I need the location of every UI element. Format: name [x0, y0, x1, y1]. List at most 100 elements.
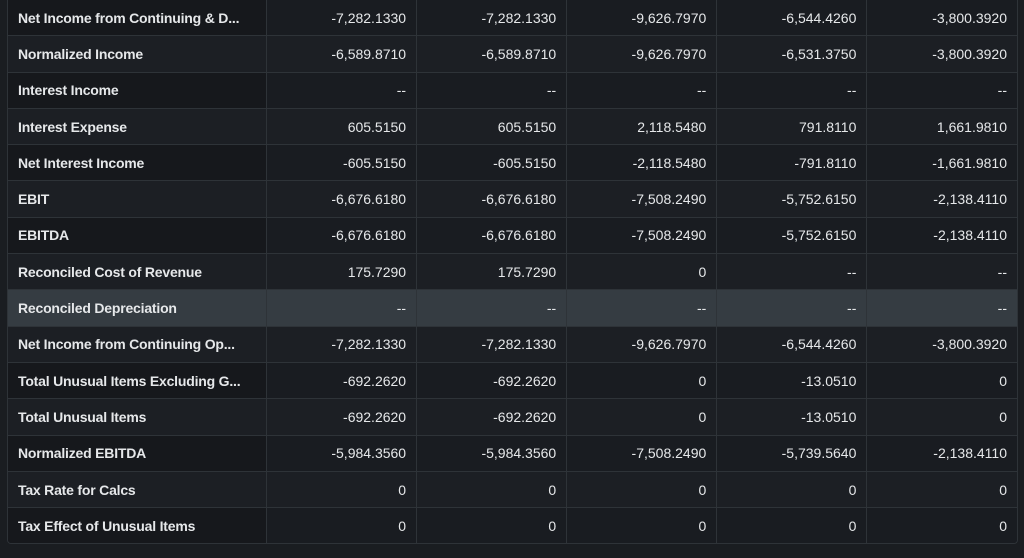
row-label: EBITDA: [8, 217, 267, 255]
value-cell: --: [866, 72, 1017, 109]
row-label: Net Income from Continuing & D...: [8, 0, 267, 37]
value-cell: -6,544.4260: [716, 326, 868, 363]
value-cell: --: [266, 289, 418, 327]
value-cell: -6,589.8710: [416, 35, 568, 73]
table-row[interactable]: Interest Expense 605.5150 605.5150 2,118.54…: [8, 108, 1017, 146]
row-label: Total Unusual Items: [8, 398, 267, 436]
row-label: Normalized EBITDA: [8, 435, 267, 472]
value-cell: 791.8110: [716, 108, 868, 146]
row-label: Net Interest Income: [8, 144, 267, 182]
value-cell: -3,800.3920: [866, 326, 1017, 363]
value-cell: 175.7290: [266, 253, 418, 291]
value-cell: -2,138.4110: [866, 217, 1017, 255]
row-label: Total Unusual Items Excluding G...: [8, 362, 267, 400]
value-cell: -6,531.3750: [716, 35, 868, 73]
value-cell: -2,138.4110: [866, 435, 1017, 472]
table-row[interactable]: Tax Effect of Unusual Items 0 0 0 0 0: [8, 507, 1017, 544]
value-cell: --: [716, 253, 868, 291]
value-cell: 0: [866, 507, 1017, 544]
value-cell: -1,661.9810: [866, 144, 1017, 182]
value-cell: --: [416, 72, 568, 109]
value-cell: --: [566, 289, 718, 327]
value-cell: -9,626.7970: [566, 326, 718, 363]
value-cell: -13.0510: [716, 398, 868, 436]
value-cell: -9,626.7970: [566, 0, 718, 37]
value-cell: -6,589.8710: [266, 35, 418, 73]
value-cell: --: [716, 289, 868, 327]
row-label: Tax Effect of Unusual Items: [8, 507, 267, 544]
value-cell: -6,676.6180: [266, 217, 418, 255]
row-label: Tax Rate for Calcs: [8, 471, 267, 509]
value-cell: 0: [716, 507, 868, 544]
value-cell: -3,800.3920: [866, 35, 1017, 73]
table-row[interactable]: Interest Income -- -- -- -- --: [8, 72, 1017, 109]
value-cell: --: [716, 72, 868, 109]
value-cell: -791.8110: [716, 144, 868, 182]
row-label: Interest Expense: [8, 108, 267, 146]
value-cell: -7,508.2490: [566, 217, 718, 255]
table-row[interactable]: Reconciled Cost of Revenue 175.7290 175.72…: [8, 253, 1017, 291]
value-cell: 2,118.5480: [566, 108, 718, 146]
value-cell: -5,739.5640: [716, 435, 868, 472]
row-label: Interest Income: [8, 72, 267, 109]
table-row[interactable]: Total Unusual Items Excluding G... -692.2…: [8, 362, 1017, 400]
value-cell: 0: [866, 471, 1017, 509]
value-cell: -7,282.1330: [266, 326, 418, 363]
value-cell: 0: [416, 507, 568, 544]
value-cell: 0: [866, 398, 1017, 436]
value-cell: 0: [416, 471, 568, 509]
value-cell: --: [866, 289, 1017, 327]
value-cell: -7,282.1330: [416, 0, 568, 37]
value-cell: -7,508.2490: [566, 180, 718, 218]
value-cell: -7,282.1330: [266, 0, 418, 37]
value-cell: 0: [266, 507, 418, 544]
table-row[interactable]: Tax Rate for Calcs 0 0 0 0 0: [8, 471, 1017, 509]
value-cell: --: [266, 72, 418, 109]
value-cell: --: [416, 289, 568, 327]
value-cell: -5,752.6150: [716, 217, 868, 255]
table-row[interactable]: Net Income from Continuing & D... -7,282.…: [8, 0, 1017, 37]
table-row[interactable]: EBITDA -6,676.6180 -6,676.6180 -7,508.2490-…: [8, 217, 1017, 255]
table-row[interactable]: Net Income from Continuing Op... -7,282.1…: [8, 326, 1017, 363]
row-label: EBIT: [8, 180, 267, 218]
table-row[interactable]: Normalized EBITDA -5,984.3560 -5,984.3560-…: [8, 435, 1017, 472]
value-cell: 605.5150: [416, 108, 568, 146]
table-row[interactable]: Total Unusual Items -692.2620 -692.2620 0 -1…: [8, 398, 1017, 436]
value-cell: -5,752.6150: [716, 180, 868, 218]
value-cell: -6,676.6180: [416, 180, 568, 218]
value-cell: -3,800.3920: [866, 0, 1017, 37]
value-cell: -692.2620: [266, 398, 418, 436]
value-cell: -5,984.3560: [416, 435, 568, 472]
value-cell: --: [866, 253, 1017, 291]
value-cell: -2,138.4110: [866, 180, 1017, 218]
value-cell: -5,984.3560: [266, 435, 418, 472]
value-cell: -6,676.6180: [416, 217, 568, 255]
value-cell: -6,676.6180: [266, 180, 418, 218]
income-statement-table: Net Income from Continuing & D... -7,282.…: [8, 0, 1017, 544]
value-cell: 0: [266, 471, 418, 509]
table-row[interactable]: Reconciled Depreciation -- -- -- -- --: [8, 289, 1017, 327]
value-cell: 0: [566, 507, 718, 544]
value-cell: -7,508.2490: [566, 435, 718, 472]
value-cell: 0: [566, 471, 718, 509]
value-cell: -7,282.1330: [416, 326, 568, 363]
row-label: Reconciled Depreciation: [8, 289, 267, 327]
table-row[interactable]: Normalized Income -6,589.8710 -6,589.8710-…: [8, 35, 1017, 73]
value-cell: 175.7290: [416, 253, 568, 291]
value-cell: 0: [566, 398, 718, 436]
value-cell: -2,118.5480: [566, 144, 718, 182]
value-cell: 605.5150: [266, 108, 418, 146]
row-label: Net Income from Continuing Op...: [8, 326, 267, 363]
value-cell: 0: [566, 253, 718, 291]
value-cell: -692.2620: [416, 362, 568, 400]
table-row[interactable]: EBIT -6,676.6180 -6,676.6180 -7,508.2490 -5,…: [8, 180, 1017, 218]
value-cell: 0: [866, 362, 1017, 400]
value-cell: -6,544.4260: [716, 0, 868, 37]
value-cell: --: [566, 72, 718, 109]
table-row[interactable]: Net Interest Income -605.5150 -605.5150 -2,…: [8, 144, 1017, 182]
value-cell: -605.5150: [266, 144, 418, 182]
row-label: Reconciled Cost of Revenue: [8, 253, 267, 291]
value-cell: -692.2620: [266, 362, 418, 400]
value-cell: 1,661.9810: [866, 108, 1017, 146]
value-cell: 0: [566, 362, 718, 400]
